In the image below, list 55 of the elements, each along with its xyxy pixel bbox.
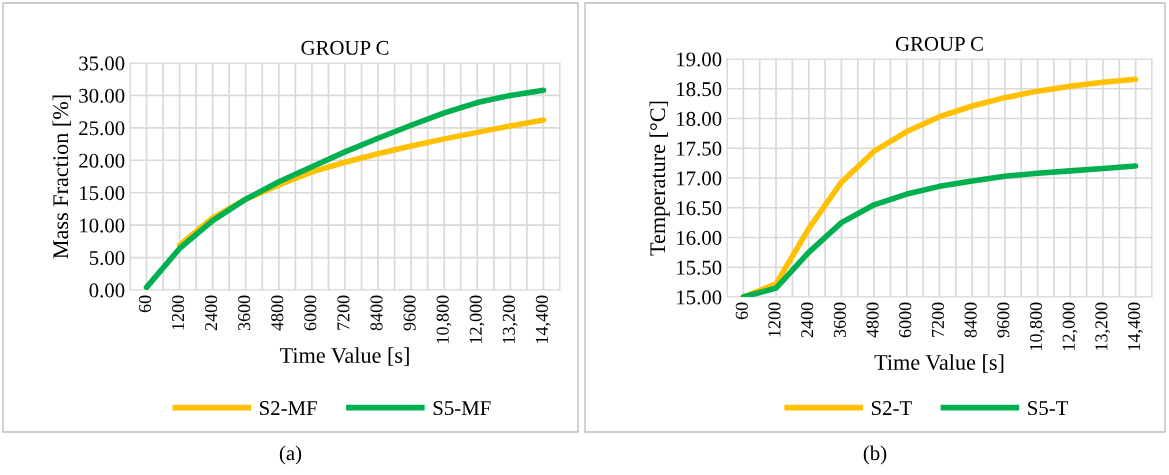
- text: (a): [279, 445, 302, 465]
- x-tick-label: 2400: [205, 295, 218, 331]
- y-tick-label: 10.00: [80, 218, 125, 233]
- x-tick-label: 7200: [931, 302, 945, 337]
- x-tick-label: 1200: [171, 295, 185, 330]
- y-tick-label: 16.00: [677, 230, 722, 246]
- x-tick-label: 60: [735, 302, 748, 320]
- x-tick-label: 2400: [801, 302, 814, 338]
- y-axis-title: Temperature [°C]: [649, 101, 670, 256]
- y-tick-label: 15.00: [80, 186, 125, 201]
- x-tick-label: 13,200: [1095, 302, 1111, 350]
- x-tick-label: 13,200: [502, 295, 518, 343]
- legend-label: S2-MF: [260, 401, 317, 416]
- y-tick-label: 17.50: [677, 141, 722, 156]
- y-tick-label: 15.00: [677, 290, 722, 305]
- x-axis-title: Time Value [s]: [279, 347, 409, 366]
- x-tick-label: 14,400: [535, 295, 551, 343]
- y-tick-label: 18.00: [677, 111, 722, 127]
- y-axis-title: Mass Fraction [%]: [52, 95, 71, 259]
- x-tick-label: 4800: [271, 295, 284, 331]
- y-tick-label: 15.50: [677, 260, 722, 275]
- y-tick-label: 20.00: [79, 153, 125, 168]
- chart-title: GROUP C: [301, 40, 389, 55]
- x-tick-label: 14,400: [1127, 302, 1143, 350]
- y-tick-label: 25.00: [79, 121, 125, 136]
- x-tick-label: 3600: [833, 302, 846, 338]
- x-axis-title: Time Value [s]: [874, 354, 1004, 373]
- x-tick-label: 4800: [866, 302, 879, 338]
- x-tick-label: 12,000: [1062, 302, 1078, 350]
- text: (b): [863, 445, 887, 465]
- y-tick-label: 35.00: [79, 56, 125, 71]
- y-tick-label: 5.00: [89, 250, 125, 266]
- x-tick-label: 10,800: [1029, 302, 1045, 350]
- x-tick-label: 12,000: [469, 295, 485, 343]
- x-tick-label: 3600: [238, 295, 251, 331]
- y-tick-label: 0.00: [89, 283, 125, 298]
- x-tick-label: 60: [138, 295, 152, 313]
- y-tick-label: 19.00: [677, 52, 722, 67]
- legend-label: S2-T: [871, 401, 912, 416]
- x-tick-label: 6000: [899, 302, 912, 338]
- y-tick-label: 18.50: [677, 82, 722, 97]
- x-tick-label: 1200: [768, 302, 781, 337]
- x-tick-label: 8400: [964, 302, 977, 338]
- x-tick-label: 7200: [337, 295, 350, 330]
- x-tick-label: 8400: [370, 295, 383, 331]
- x-tick-label: 10,800: [436, 295, 452, 343]
- x-tick-label: 6000: [304, 295, 317, 331]
- x-tick-label: 9600: [997, 302, 1010, 338]
- y-tick-label: 16.50: [677, 201, 722, 216]
- y-tick-label: 17.00: [677, 171, 722, 186]
- y-tick-label: 30.00: [79, 88, 125, 103]
- chart-title: GROUP C: [895, 36, 983, 51]
- legend-label: S5-MF: [433, 401, 491, 416]
- x-tick-label: 9600: [403, 295, 416, 331]
- legend-label: S5-T: [1028, 401, 1069, 416]
